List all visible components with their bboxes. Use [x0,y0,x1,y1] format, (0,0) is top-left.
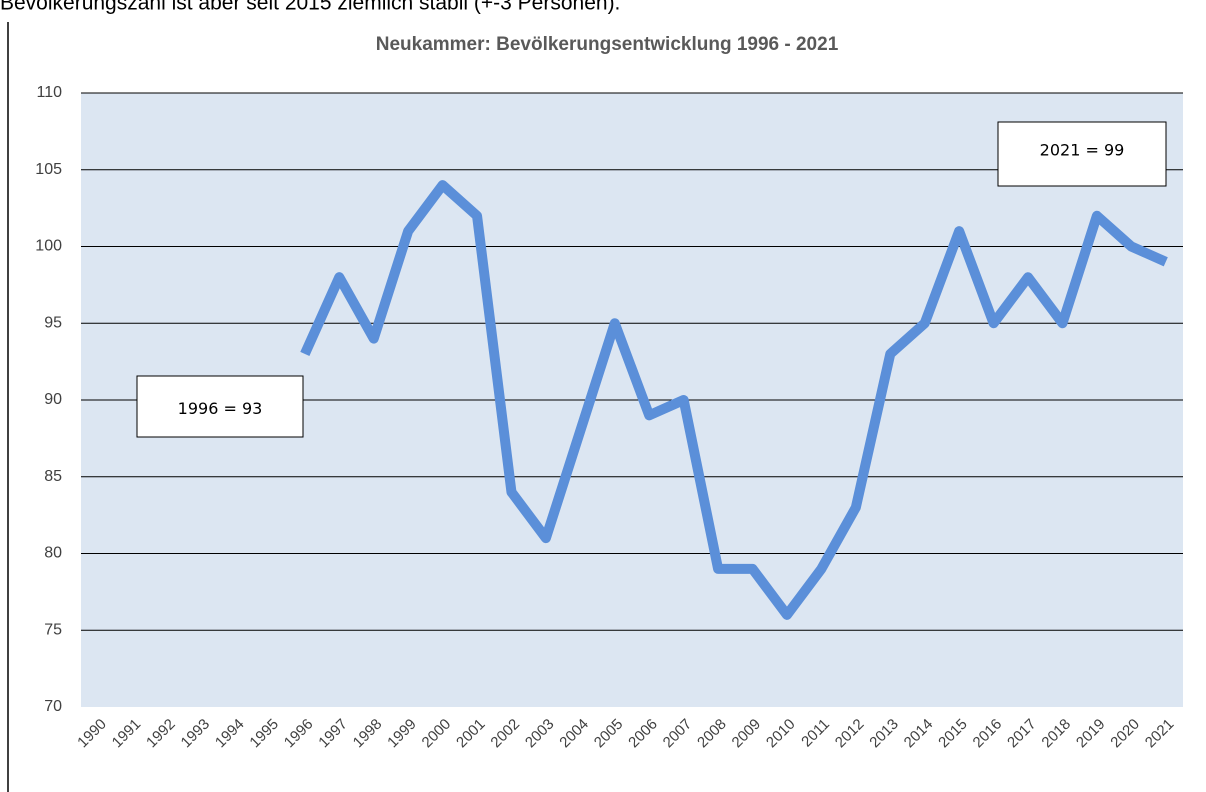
x-tick-label: 1993 [178,716,214,752]
x-tick-label: 2013 [866,716,902,752]
y-tick-label: 80 [44,545,62,562]
y-tick-label: 85 [44,468,62,485]
annotation: 1996 = 93 [178,399,263,418]
annotation-box [997,121,1167,187]
chart-title: Neukammer: Bevölkerungsentwicklung 1996 … [376,34,839,55]
intro-text: Bevölkerungszahl ist aber seit 2015 ziem… [0,0,620,15]
x-tick-label: 2006 [625,716,661,752]
x-tick-label: 2016 [970,716,1006,752]
x-tick-label: 2001 [453,716,489,752]
x-tick-label: 2007 [660,716,696,752]
x-tick-label: 2005 [591,716,627,752]
x-tick-label: 2010 [763,716,799,752]
x-tick-label: 2004 [556,716,592,752]
x-tick-label: 2014 [901,716,937,752]
x-tick-label: 2003 [522,716,558,752]
annotation: 2021 = 99 [1040,141,1125,160]
y-tick-label: 110 [36,84,62,101]
annotation-box [136,375,304,438]
x-tick-label: 1990 [74,716,110,752]
x-tick-label: 2000 [419,716,455,752]
x-tick-label: 2008 [694,716,730,752]
x-tick-label: 2018 [1038,716,1074,752]
x-tick-label: 1997 [315,716,351,752]
x-tick-label: 1998 [350,716,386,752]
y-tick-label: 70 [44,698,62,715]
x-tick-label: 1992 [143,716,179,752]
x-tick-label: 2011 [798,716,833,751]
x-tick-label: 2020 [1107,716,1143,752]
x-tick-label: 2017 [1004,716,1040,752]
x-tick-label: 2012 [832,716,868,752]
x-tick-label: 1995 [246,716,282,752]
y-tick-label: 90 [44,391,62,408]
x-tick-label: 1999 [384,716,420,752]
x-tick-label: 2009 [729,716,765,752]
x-tick-label: 1994 [212,716,248,752]
x-tick-label: 2021 [1142,716,1178,752]
data-line [300,180,1168,620]
x-tick-label: 2002 [487,716,523,752]
y-tick-label: 105 [35,161,62,178]
y-tick-label: 75 [44,621,62,638]
x-tick-label: 2019 [1073,716,1109,752]
x-tick-label: 1996 [281,716,317,752]
x-tick-label: 2015 [935,716,971,752]
y-tick-label: 100 [35,238,62,255]
x-tick-label: 1991 [109,716,145,752]
y-tick-label: 95 [44,314,62,331]
